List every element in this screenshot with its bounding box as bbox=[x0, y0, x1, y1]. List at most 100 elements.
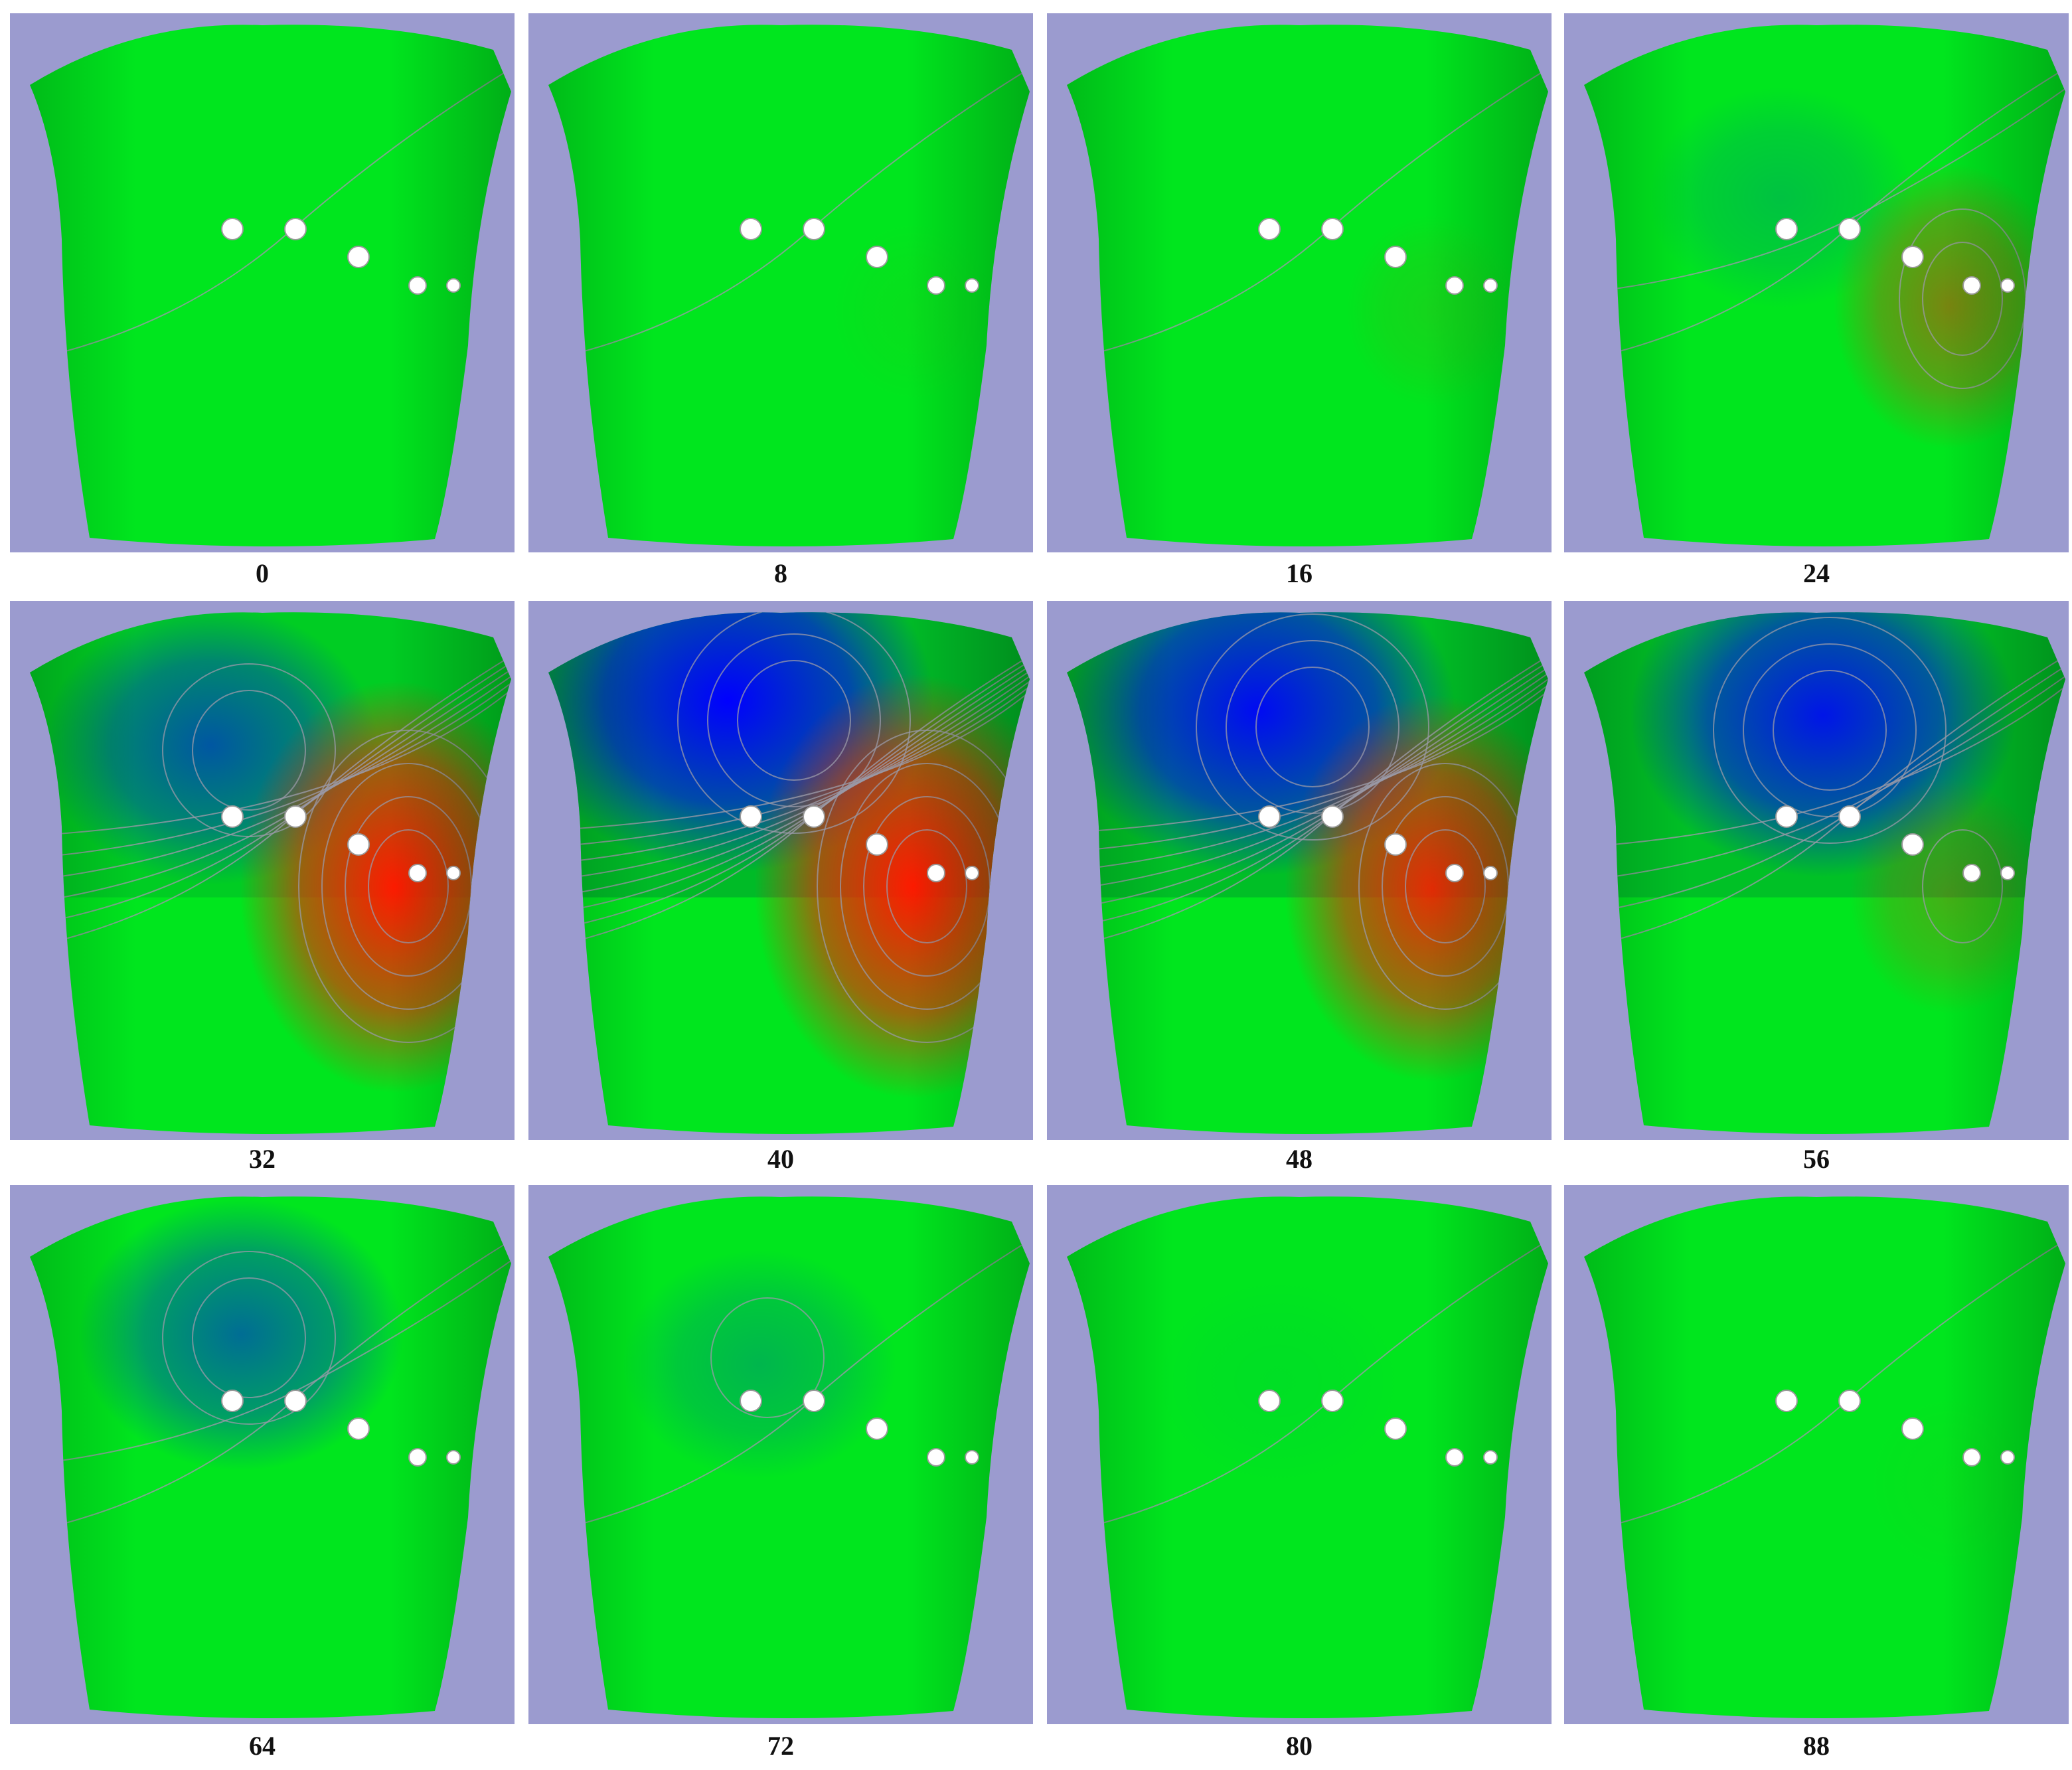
electrode-marker bbox=[803, 1390, 825, 1412]
torso-map-panel bbox=[528, 1185, 1033, 1724]
electrode-marker bbox=[1258, 218, 1281, 240]
electrode-marker bbox=[1901, 246, 1924, 268]
torso-map-panel bbox=[528, 601, 1033, 1140]
electrode-marker bbox=[1483, 1450, 1498, 1465]
shading bbox=[1584, 25, 2065, 547]
time-label: 40 bbox=[767, 1144, 794, 1174]
electrode-marker bbox=[446, 1450, 461, 1465]
torso-surface bbox=[30, 612, 511, 1135]
electrode-marker bbox=[965, 278, 979, 293]
electrode-marker bbox=[866, 246, 888, 268]
electrode-marker bbox=[446, 866, 461, 880]
torso-map-panel bbox=[1047, 601, 1552, 1140]
electrode-marker bbox=[927, 1448, 945, 1467]
electrode-marker bbox=[1483, 278, 1498, 293]
electrode-marker bbox=[1384, 833, 1407, 856]
electrode-marker bbox=[740, 1390, 762, 1412]
electrode-marker bbox=[221, 218, 244, 240]
torso-surface bbox=[1067, 1196, 1548, 1719]
electrode-marker bbox=[1445, 1448, 1464, 1467]
electrode-marker bbox=[1321, 218, 1344, 240]
torso-map-panel bbox=[10, 1185, 515, 1724]
torso-map-panel bbox=[1047, 1185, 1552, 1724]
time-label: 16 bbox=[1286, 558, 1313, 588]
electrode-marker bbox=[740, 218, 762, 240]
torso-surface bbox=[1584, 612, 2065, 1135]
electrode-marker bbox=[221, 1390, 244, 1412]
electrode-marker bbox=[1258, 1390, 1281, 1412]
electrode-marker bbox=[1445, 276, 1464, 295]
electrode-marker bbox=[2000, 1450, 2015, 1465]
electrode-marker bbox=[2000, 866, 2015, 880]
electrode-marker bbox=[408, 276, 427, 295]
electrode-marker bbox=[221, 805, 244, 828]
electrode-marker bbox=[965, 1450, 979, 1465]
torso-map-panel bbox=[1047, 13, 1552, 552]
electrode-marker bbox=[927, 276, 945, 295]
electrode-marker bbox=[1775, 218, 1798, 240]
electrode-marker bbox=[965, 866, 979, 880]
torso-map-panel bbox=[10, 13, 515, 552]
torso-surface bbox=[548, 612, 1030, 1135]
torso-surface bbox=[30, 25, 511, 547]
electrode-marker bbox=[1384, 246, 1407, 268]
time-label: 32 bbox=[249, 1144, 276, 1174]
time-label: 8 bbox=[774, 558, 787, 588]
time-label: 56 bbox=[1803, 1144, 1830, 1174]
time-label: 72 bbox=[767, 1731, 794, 1761]
shading bbox=[548, 25, 1030, 547]
time-label: 88 bbox=[1803, 1731, 1830, 1761]
electrode-marker bbox=[1962, 864, 1981, 882]
time-label: 24 bbox=[1803, 558, 1830, 588]
torso-svg bbox=[1584, 612, 2065, 1135]
time-label: 0 bbox=[256, 558, 269, 588]
shading bbox=[30, 612, 511, 1135]
torso-surface bbox=[1067, 25, 1548, 547]
shading bbox=[1067, 612, 1548, 1135]
shading bbox=[30, 25, 511, 547]
electrode-marker bbox=[1775, 1390, 1798, 1412]
torso-surface bbox=[548, 25, 1030, 547]
electrode-marker bbox=[740, 805, 762, 828]
shading bbox=[548, 1196, 1030, 1719]
electrode-marker bbox=[347, 1417, 370, 1440]
torso-surface bbox=[1584, 25, 2065, 547]
torso-svg bbox=[30, 25, 511, 547]
electrode-marker bbox=[803, 218, 825, 240]
electrode-marker bbox=[1321, 1390, 1344, 1412]
electrode-marker bbox=[1775, 805, 1798, 828]
electrode-marker bbox=[2000, 278, 2015, 293]
electrode-marker bbox=[408, 1448, 427, 1467]
torso-svg bbox=[548, 612, 1030, 1135]
shading bbox=[1067, 1196, 1548, 1719]
torso-surface bbox=[1584, 1196, 2065, 1719]
shading bbox=[1067, 25, 1548, 547]
electrode-marker bbox=[347, 246, 370, 268]
electrode-marker bbox=[1483, 866, 1498, 880]
electrode-marker bbox=[1258, 805, 1281, 828]
electrode-marker bbox=[1321, 805, 1344, 828]
electrode-marker bbox=[347, 833, 370, 856]
time-label: 80 bbox=[1286, 1731, 1313, 1761]
torso-svg bbox=[548, 1196, 1030, 1719]
time-label: 64 bbox=[249, 1731, 276, 1761]
electrode-marker bbox=[446, 278, 461, 293]
electrode-marker bbox=[1962, 1448, 1981, 1467]
electrode-marker bbox=[1384, 1417, 1407, 1440]
electrode-marker bbox=[1838, 1390, 1861, 1412]
shading bbox=[1584, 1196, 2065, 1719]
time-label: 48 bbox=[1286, 1144, 1313, 1174]
electrode-marker bbox=[284, 1390, 307, 1412]
torso-svg bbox=[1067, 612, 1548, 1135]
torso-svg bbox=[30, 612, 511, 1135]
torso-svg bbox=[30, 1196, 511, 1719]
torso-svg bbox=[1067, 25, 1548, 547]
electrode-marker bbox=[284, 805, 307, 828]
torso-svg bbox=[1584, 1196, 2065, 1719]
electrode-marker bbox=[1901, 833, 1924, 856]
torso-map-panel bbox=[1564, 1185, 2069, 1724]
torso-surface bbox=[548, 1196, 1030, 1719]
shading bbox=[1584, 612, 2065, 1135]
torso-surface bbox=[1067, 612, 1548, 1135]
